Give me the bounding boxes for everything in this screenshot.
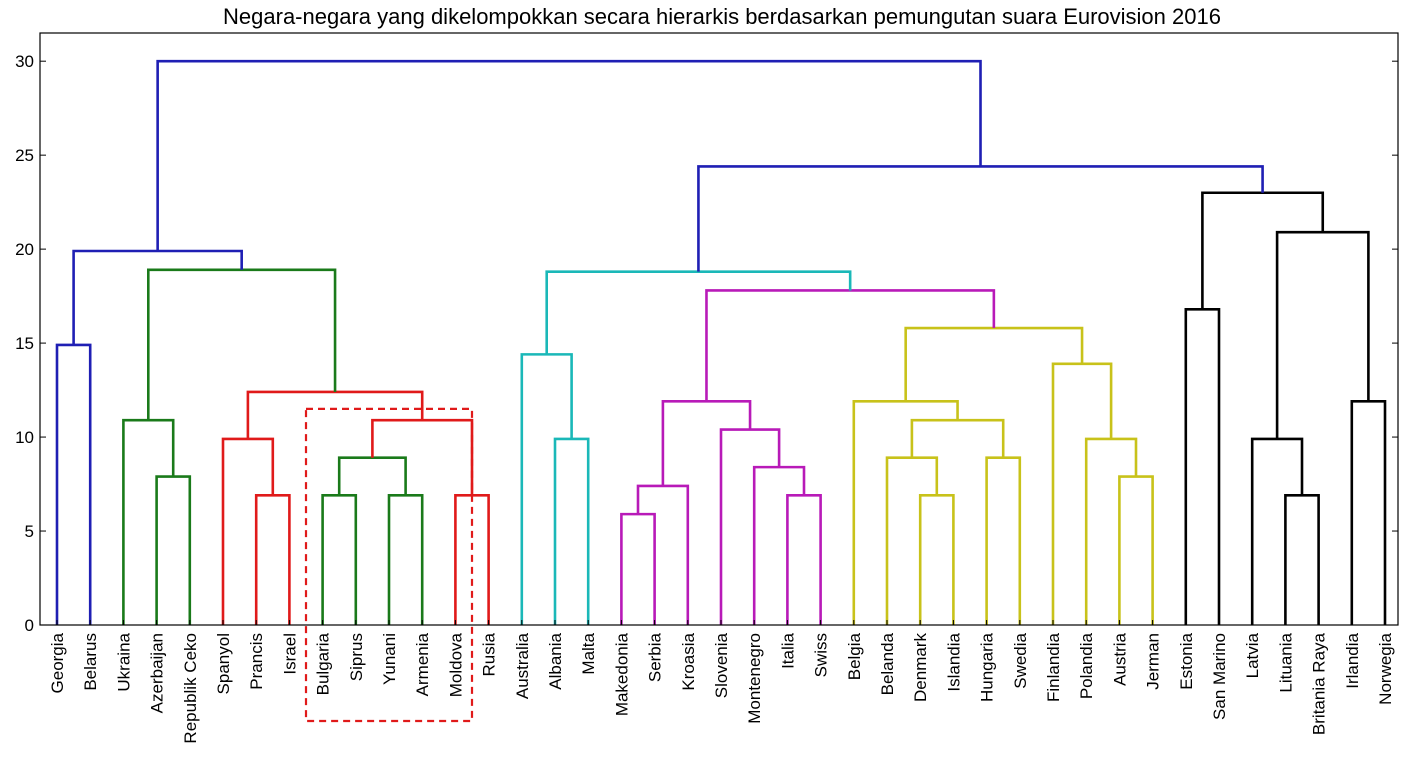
dendrogram-link-32	[1184, 307, 1221, 625]
dendrogram-link-37	[1201, 191, 1325, 310]
y-tick-label: 20	[15, 240, 34, 259]
leaf-label: Republik Ceko	[181, 633, 200, 744]
leaf-label: Armenia	[413, 632, 432, 696]
dendrogram-link-34	[1250, 437, 1304, 625]
leaf-label: Swiss	[812, 633, 831, 677]
dendrogram-link-22	[885, 456, 939, 625]
y-tick-label: 15	[15, 334, 34, 353]
dendrogram-link-23	[985, 456, 1022, 625]
dendrogram-link-4	[221, 437, 275, 625]
leaf-label: Austria	[1110, 632, 1129, 685]
leaf-label: Lituania	[1276, 632, 1295, 692]
x-axis: Georgia Belarus Ukraina Azerbaijan Republik …	[48, 620, 1395, 744]
chart-title: Negara-negara yang dikelompokkan secara …	[223, 4, 1221, 29]
dendrogram-link-11	[147, 268, 337, 421]
dendrogram-link-16	[636, 484, 690, 625]
leaf-label: Prancis	[247, 633, 266, 690]
leaf-label: Georgia	[48, 632, 67, 693]
dendrogram-link-31	[545, 270, 852, 355]
dendrogram-link-12	[72, 249, 243, 345]
y-tick-label: 5	[25, 522, 34, 541]
dendrogram-link-39	[156, 59, 982, 252]
leaf-label: Israel	[280, 633, 299, 675]
y-tick-label: 25	[15, 146, 34, 165]
leaf-label: Moldova	[446, 632, 465, 697]
leaf-label: Rusia	[480, 632, 499, 676]
leaf-label: Montenegro	[745, 633, 764, 724]
plot-frame	[39, 32, 1399, 626]
leaf-label: Belanda	[878, 632, 897, 695]
dendrogram-link-25	[852, 400, 959, 625]
dendrogram-link-3	[254, 494, 291, 625]
dendrogram-link-1	[155, 475, 192, 625]
leaf-label: Swedia	[1011, 632, 1030, 688]
leaf-label: Spanyol	[214, 633, 233, 694]
dendrogram-link-13	[553, 437, 590, 625]
leaf-label: Latvia	[1243, 632, 1262, 678]
leaf-label: Belgia	[845, 632, 864, 680]
leaf-label: Siprus	[347, 633, 366, 681]
leaf-label: Hungaria	[978, 632, 997, 702]
dendrogram-link-10	[246, 390, 424, 439]
leaf-label: Norwegia	[1376, 632, 1395, 704]
dendrogram-link-33	[1284, 494, 1320, 625]
leaf-label: Estonia	[1177, 632, 1196, 689]
leaf-label: Makedonia	[612, 632, 631, 716]
dendrogram-link-38	[697, 165, 1264, 272]
leaf-label: Britania Raya	[1310, 632, 1329, 735]
leaf-label: Slovenia	[712, 632, 731, 698]
leaf-label: Australia	[513, 632, 532, 699]
dendrogram-link-21	[918, 494, 955, 625]
dendrogram-link-2	[122, 418, 175, 625]
leaf-label: Irlandia	[1343, 632, 1362, 688]
leaf-label: Polandia	[1077, 632, 1096, 699]
dendrogram-link-28	[1051, 362, 1113, 625]
dendrogram-link-20	[661, 400, 752, 486]
dendrogram-link-19	[719, 428, 781, 625]
leaf-label: Denmark	[911, 633, 930, 702]
dendrogram-link-0	[55, 343, 92, 625]
y-tick-label: 0	[25, 616, 34, 635]
dendrogram-link-6	[387, 494, 424, 625]
dendrogram-link-26	[1118, 475, 1154, 625]
dendrogram-links	[55, 59, 1387, 625]
dendrogram-link-35	[1350, 400, 1387, 625]
leaf-label: Albania	[546, 632, 565, 689]
dendrogram-link-24	[910, 418, 1005, 458]
dendrogram-link-7	[337, 456, 407, 496]
leaf-label: Ukraina	[114, 632, 133, 691]
dendrogram-link-30	[705, 289, 996, 402]
leaf-label: Jerman	[1144, 633, 1163, 690]
leaf-label: San Marino	[1210, 633, 1229, 720]
dendrogram-link-18	[752, 465, 806, 625]
leaf-label: Finlandia	[1044, 632, 1063, 702]
y-axis: 0 5 10 15 20 25 30	[15, 52, 1398, 635]
dendrogram-link-36	[1275, 230, 1370, 439]
leaf-label: Malta	[579, 632, 598, 674]
leaf-label: Italia	[778, 632, 797, 668]
leaf-label: Kroasia	[679, 632, 698, 690]
dendrogram-link-5	[321, 494, 358, 625]
leaf-label: Islandia	[944, 632, 963, 691]
leaf-label: Azerbaijan	[148, 633, 167, 713]
leaf-label: Bulgaria	[314, 632, 333, 695]
leaf-label: Serbia	[646, 632, 665, 682]
leaf-label: Belarus	[81, 633, 100, 691]
dendrogram-link-14	[520, 353, 573, 625]
y-tick-label: 10	[15, 428, 34, 447]
dendrogram-link-15	[620, 512, 656, 625]
dendrogram-link-27	[1084, 437, 1138, 625]
dendrogram-link-17	[786, 494, 822, 625]
leaf-label: Yunani	[380, 633, 399, 685]
y-tick-label: 30	[15, 52, 34, 71]
